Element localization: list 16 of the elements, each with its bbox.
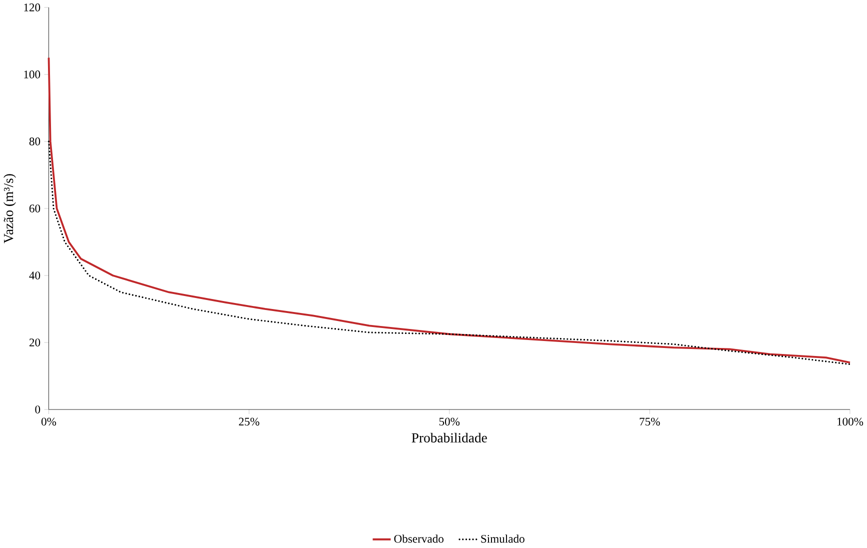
y-tick-label: 40 bbox=[29, 271, 40, 280]
y-tick-label: 0 bbox=[35, 405, 40, 414]
x-tick-label: 25% bbox=[238, 418, 260, 426]
y-tick-label: 120 bbox=[24, 3, 40, 12]
y-tick-label: 100 bbox=[24, 70, 40, 78]
x-tick-label: 50% bbox=[439, 418, 460, 426]
legend-label: Simulado bbox=[481, 534, 524, 543]
x-tick-label: 0% bbox=[41, 418, 56, 426]
y-tick-label: 80 bbox=[29, 137, 40, 146]
x-tick-label: 100% bbox=[837, 418, 864, 426]
legend-label: Observado bbox=[394, 534, 444, 543]
x-axis-title: Probabilidade bbox=[412, 432, 487, 442]
x-tick-label: 75% bbox=[640, 418, 660, 426]
y-tick-label: 20 bbox=[29, 338, 40, 346]
y-axis-title: Vazão (m³/s) bbox=[4, 174, 16, 244]
y-tick-label: 60 bbox=[29, 204, 40, 212]
